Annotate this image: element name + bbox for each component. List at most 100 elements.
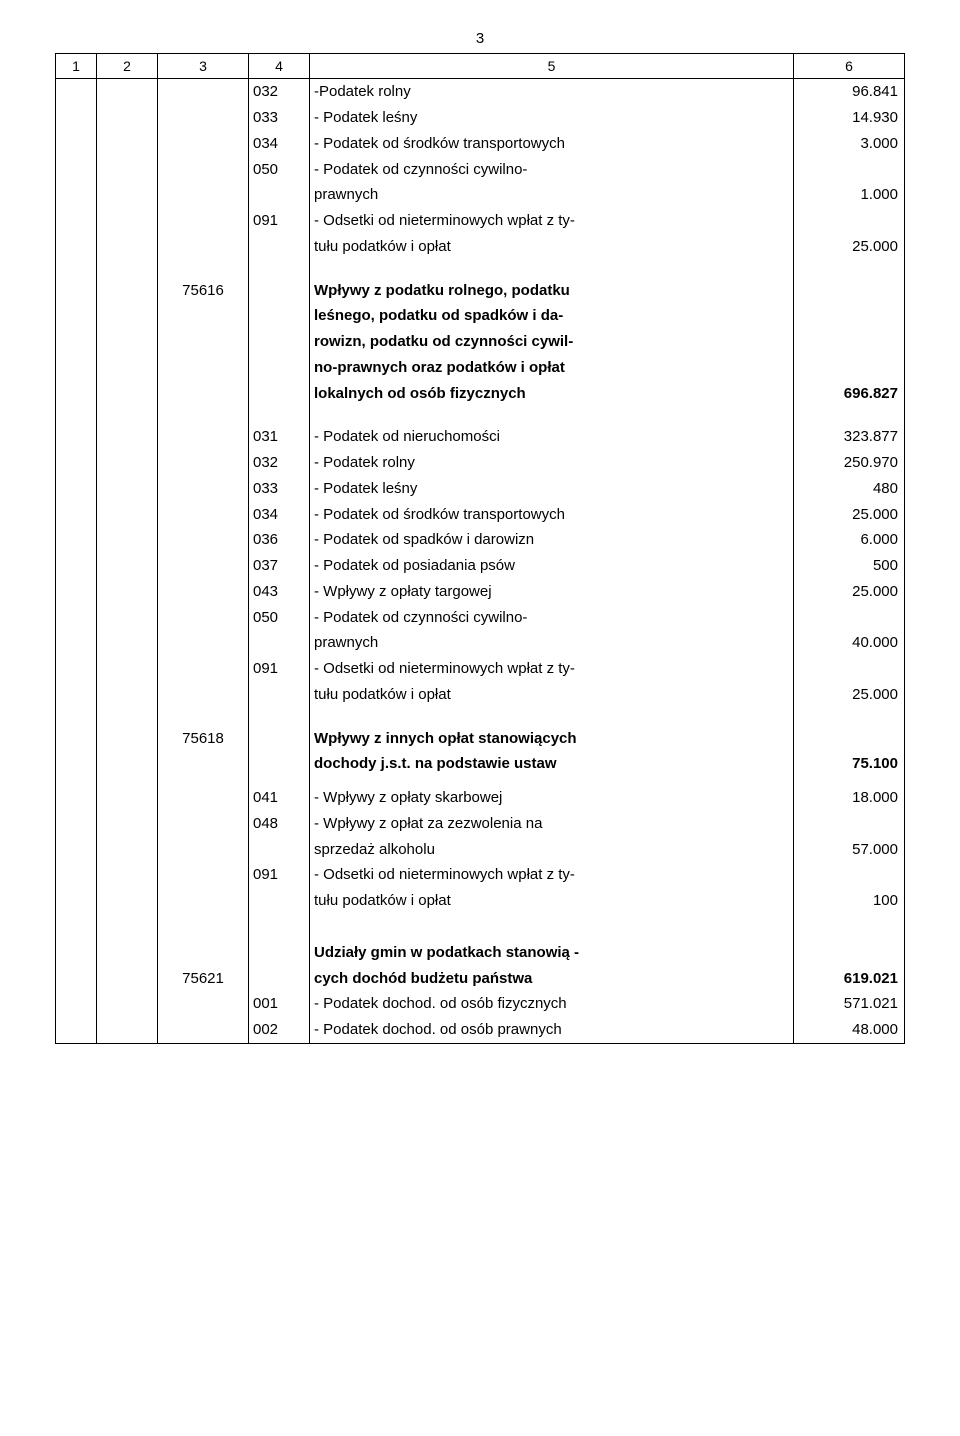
value: 250.970	[794, 450, 904, 476]
value: 57.000	[794, 837, 904, 863]
code: 034	[249, 131, 309, 157]
value: 6.000	[794, 527, 904, 553]
value: 25.000	[794, 234, 904, 260]
desc: - Podatek dochod. od osób fizycznych	[310, 991, 793, 1017]
value: 323.877	[794, 424, 904, 450]
block-0-desc: -Podatek rolny - Podatek leśny - Podatek…	[310, 79, 793, 259]
code: 050	[249, 605, 309, 631]
desc: sprzedaż alkoholu	[310, 837, 793, 863]
gap	[56, 260, 905, 278]
value: 40.000	[794, 630, 904, 656]
gap	[56, 708, 905, 726]
value: 480	[794, 476, 904, 502]
desc: - Podatek od środków transportowych	[310, 502, 793, 528]
col-header-3: 3	[158, 54, 249, 79]
section-title-line: lokalnych od osób fizycznych	[310, 381, 793, 407]
value: 1.000	[794, 182, 904, 208]
column-header-row: 1 2 3 4 5 6	[56, 54, 905, 79]
desc: - Podatek leśny	[310, 105, 793, 131]
section-code: 75616	[182, 282, 224, 299]
gap	[56, 406, 905, 424]
desc: - Podatek od nieruchomości	[310, 424, 793, 450]
code: 091	[249, 208, 309, 234]
value: 96.841	[794, 79, 904, 105]
desc: - Podatek rolny	[310, 450, 793, 476]
code: 002	[249, 1017, 309, 1043]
value: 25.000	[794, 502, 904, 528]
section-code: 75621	[182, 970, 224, 987]
code: 032	[249, 79, 309, 105]
desc: - Podatek od czynności cywilno-	[310, 157, 793, 183]
block-2-title: 75618 Wpływy z innych opłat stanowiących…	[56, 726, 905, 778]
code: 031	[249, 424, 309, 450]
gap	[56, 932, 905, 940]
section-title-line: Udziały gmin w podatkach stanowią -	[310, 940, 793, 966]
value: 14.930	[794, 105, 904, 131]
desc: tułu podatków i opłat	[310, 682, 793, 708]
desc: - Odsetki od nieterminowych wpłat z ty-	[310, 656, 793, 682]
col-header-1: 1	[56, 54, 97, 79]
block-0-codes: 032 033 034 050 091	[249, 79, 309, 259]
section-title-line: dochody j.s.t. na podstawie ustaw	[310, 751, 793, 777]
block-1-title: 75616 Wpływy z podatku rolnego, podatku …	[56, 278, 905, 407]
code: 036	[249, 527, 309, 553]
section-title-line: no-prawnych oraz podatków i opłat	[310, 355, 793, 381]
desc: - Odsetki od nieterminowych wpłat z ty-	[310, 208, 793, 234]
main-table: 1 2 3 4 5 6 032 033 034 050 091	[55, 53, 905, 1044]
block-3-title: 75621 Udziały gmin w podatkach stanowią …	[56, 940, 905, 992]
section-title-line: leśnego, podatku od spadków i da-	[310, 303, 793, 329]
section-title-line: cych dochód budżetu państwa	[310, 966, 793, 992]
code: 050	[249, 157, 309, 183]
code: 001	[249, 991, 309, 1017]
page: 3 1 2 3 4 5 6 032 033 034 050 091	[0, 0, 960, 1436]
desc: - Podatek od posiadania psów	[310, 553, 793, 579]
code: 032	[249, 450, 309, 476]
code: 091	[249, 862, 309, 888]
desc: tułu podatków i opłat	[310, 234, 793, 260]
desc: - Podatek leśny	[310, 476, 793, 502]
desc: - Wpływy z opłaty skarbowej	[310, 785, 793, 811]
desc: - Wpływy z opłaty targowej	[310, 579, 793, 605]
block-0: 032 033 034 050 091 -Podatek rolny - Pod…	[56, 79, 905, 260]
desc: prawnych	[310, 630, 793, 656]
desc: - Podatek od spadków i darowizn	[310, 527, 793, 553]
block-0-vals: 96.841 14.930 3.000 1.000 25.000	[794, 79, 904, 259]
desc: - Wpływy z opłat za zezwolenia na	[310, 811, 793, 837]
gap	[56, 777, 905, 785]
desc: - Podatek od środków transportowych	[310, 131, 793, 157]
section-title-line: Wpływy z podatku rolnego, podatku	[310, 278, 793, 304]
code: 037	[249, 553, 309, 579]
value: 25.000	[794, 682, 904, 708]
section-code: 75618	[182, 730, 224, 747]
block-1-rows: 031 032 033 034 036 037 043 050 091 - Po…	[56, 424, 905, 707]
block-3-rows: 001 002 - Podatek dochod. od osób fizycz…	[56, 991, 905, 1043]
col-header-2: 2	[97, 54, 158, 79]
code: 041	[249, 785, 309, 811]
value: 571.021	[794, 991, 904, 1017]
code: 033	[249, 476, 309, 502]
value: 48.000	[794, 1017, 904, 1043]
desc: tułu podatków i opłat	[310, 888, 793, 914]
value: 25.000	[794, 579, 904, 605]
section-title-line: Wpływy z innych opłat stanowiących	[310, 726, 793, 752]
col-header-6: 6	[794, 54, 905, 79]
code: 033	[249, 105, 309, 131]
value: 18.000	[794, 785, 904, 811]
section-value: 75.100	[794, 751, 904, 777]
value: 500	[794, 553, 904, 579]
col-header-4: 4	[249, 54, 310, 79]
desc: - Odsetki od nieterminowych wpłat z ty-	[310, 862, 793, 888]
value: 3.000	[794, 131, 904, 157]
value: 100	[794, 888, 904, 914]
section-value: 696.827	[794, 381, 904, 407]
gap	[56, 914, 905, 932]
desc: - Podatek dochod. od osób prawnych	[310, 1017, 793, 1043]
code: 043	[249, 579, 309, 605]
code: 091	[249, 656, 309, 682]
col-header-5: 5	[310, 54, 794, 79]
code: 034	[249, 502, 309, 528]
section-title-line: rowizn, podatku od czynności cywil-	[310, 329, 793, 355]
page-number: 3	[55, 30, 905, 47]
code: 048	[249, 811, 309, 837]
block-2-rows: 041 048 091 - Wpływy z opłaty skarbowej …	[56, 785, 905, 914]
